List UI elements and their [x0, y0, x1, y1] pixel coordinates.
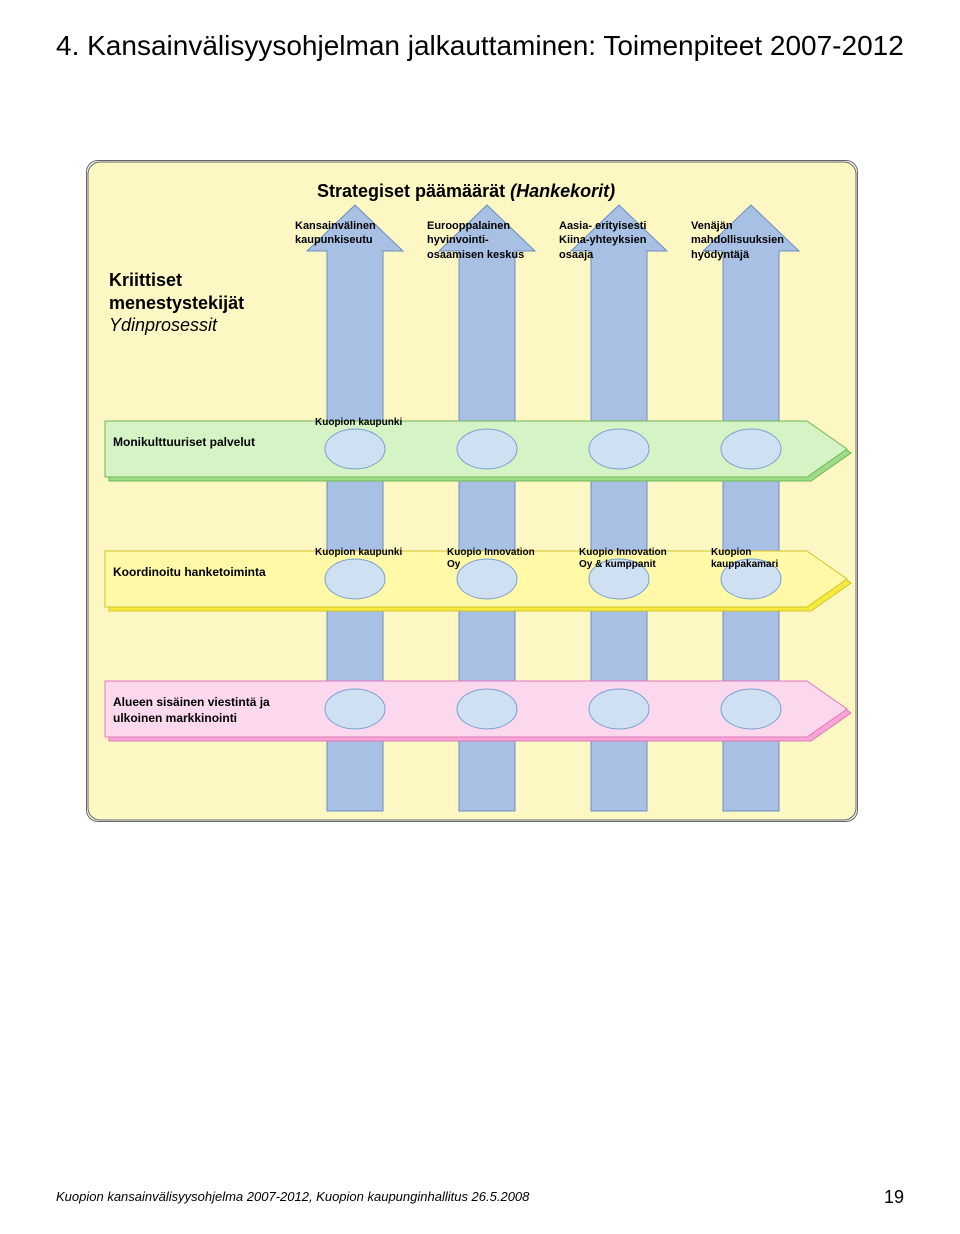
heading-kriittiset-line1: Kriittiset — [109, 270, 182, 290]
heading-strategiset-italic: (Hankekorit) — [510, 181, 615, 201]
heading-strategiset-bold: Strategiset päämäärät — [317, 181, 510, 201]
page-footer: Kuopion kansainvälisyysohjelma 2007-2012… — [56, 1189, 529, 1204]
process-band-label: Alueen sisäinen viestintä ja ulkoinen ma… — [113, 695, 303, 726]
node-ellipse — [325, 429, 385, 469]
page-number: 19 — [884, 1187, 904, 1208]
cell-label: Kuopion kauppakamari — [711, 547, 801, 571]
node-ellipse — [325, 559, 385, 599]
page: 4. Kansainvälisyysohjelman jalkauttamine… — [0, 0, 960, 1234]
heading-kriittiset-italic: Ydinprosessit — [109, 315, 217, 335]
node-ellipse — [457, 429, 517, 469]
column-label: Venäjän mahdollisuuksien hyödyntäjä — [691, 219, 811, 262]
node-ellipse — [589, 429, 649, 469]
node-ellipse — [325, 689, 385, 729]
cell-label: Kuopion kaupunki — [315, 417, 405, 429]
heading-kriittiset: Kriittiset menestystekijät Ydinprosessit — [109, 269, 244, 337]
process-band-label: Koordinoitu hanketoiminta — [113, 565, 303, 581]
heading-kriittiset-line2: menestystekijät — [109, 293, 244, 313]
cell-label: Kuopio Innovation Oy & kumppanit — [579, 547, 669, 571]
heading-strategiset: Strategiset päämäärät (Hankekorit) — [317, 181, 615, 202]
cell-label: Kuopio Innovation Oy — [447, 547, 537, 571]
node-ellipse — [457, 689, 517, 729]
cell-label: Kuopion kaupunki — [315, 547, 405, 559]
column-label: Eurooppalainen hyvinvointi- osaamisen ke… — [427, 219, 547, 262]
column-label: Kansainvälinen kaupunkiseutu — [295, 219, 415, 248]
node-ellipse — [721, 429, 781, 469]
column-label: Aasia- erityisesti Kiina-yhteyksien osaa… — [559, 219, 679, 262]
node-ellipse — [589, 689, 649, 729]
process-band-label: Monikulttuuriset palvelut — [113, 435, 303, 451]
page-title: 4. Kansainvälisyysohjelman jalkauttamine… — [56, 28, 904, 63]
strategy-diagram: Strategiset päämäärät (Hankekorit) Kriit… — [86, 160, 858, 822]
node-ellipse — [721, 689, 781, 729]
